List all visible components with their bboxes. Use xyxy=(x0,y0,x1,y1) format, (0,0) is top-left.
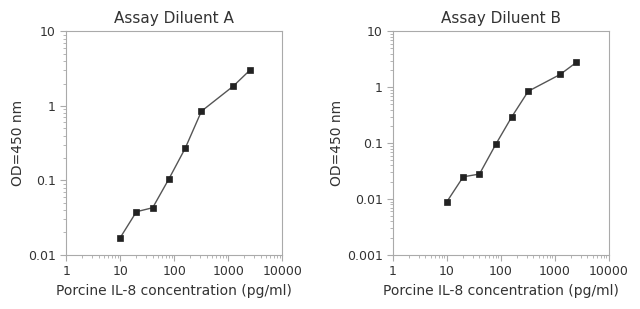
Y-axis label: OD=450 nm: OD=450 nm xyxy=(11,100,25,186)
X-axis label: Porcine IL-8 concentration (pg/ml): Porcine IL-8 concentration (pg/ml) xyxy=(383,284,619,298)
Y-axis label: OD=450 nm: OD=450 nm xyxy=(330,100,344,186)
X-axis label: Porcine IL-8 concentration (pg/ml): Porcine IL-8 concentration (pg/ml) xyxy=(56,284,292,298)
Title: Assay Diluent A: Assay Diluent A xyxy=(114,11,234,26)
Title: Assay Diluent B: Assay Diluent B xyxy=(441,11,561,26)
